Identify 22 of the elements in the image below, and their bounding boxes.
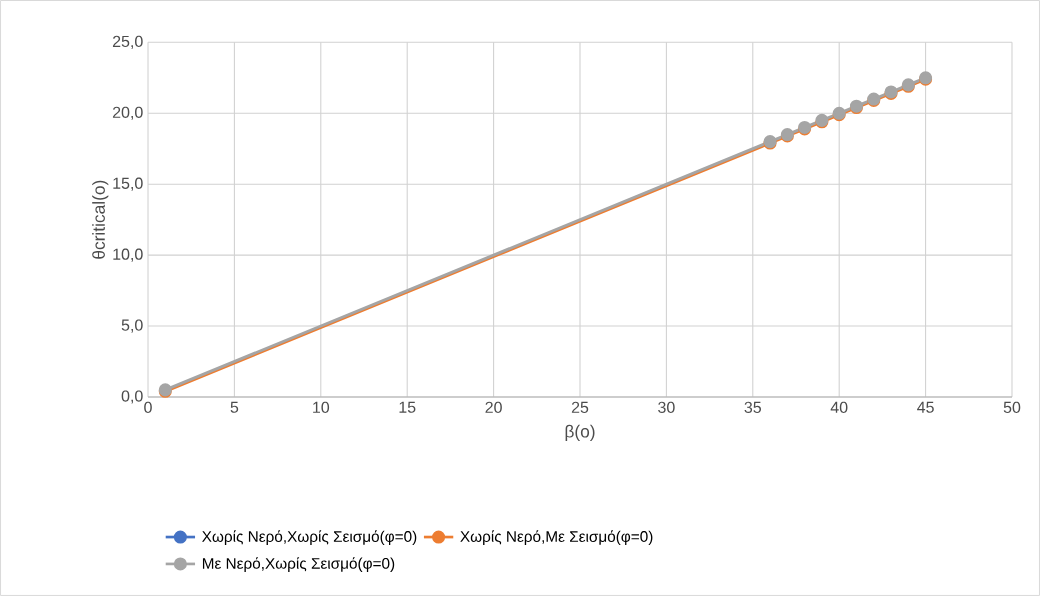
y-tick-label: 0,0 bbox=[121, 390, 143, 404]
y-tick-label: 10,0 bbox=[113, 248, 143, 262]
x-tick-label: 0 bbox=[144, 401, 152, 414]
x-tick-label: 25 bbox=[571, 401, 589, 414]
x-tick-label: 50 bbox=[1003, 401, 1021, 414]
x-tick-label: 10 bbox=[313, 401, 330, 414]
y-axis-title: θcritical(o) bbox=[92, 180, 109, 259]
y-tick-label: 15,0 bbox=[113, 177, 143, 191]
x-tick-label: 30 bbox=[658, 401, 675, 414]
x-tick-label: 5 bbox=[230, 401, 239, 413]
x-tick-label: 40 bbox=[830, 401, 848, 414]
x-tick-label: 35 bbox=[744, 401, 762, 414]
x-axis-title: β(o) bbox=[565, 424, 595, 441]
legend-label: Χωρίς Νερό,Με Σεισμό(φ=0) bbox=[460, 530, 653, 545]
x-tick-label: 15 bbox=[399, 401, 416, 413]
legend-label: Με Νερό,Χωρίς Σεισμό(φ=0) bbox=[202, 557, 395, 572]
y-tick-label: 25,0 bbox=[112, 35, 143, 49]
legend-label: Χωρίς Νερό,Χωρίς Σεισμό(φ=0) bbox=[202, 530, 417, 545]
y-tick-label: 20,0 bbox=[112, 106, 143, 120]
x-tick-label: 20 bbox=[485, 401, 502, 414]
x-tick-label: 45 bbox=[917, 401, 934, 413]
y-tick-label: 5,0 bbox=[121, 319, 143, 333]
